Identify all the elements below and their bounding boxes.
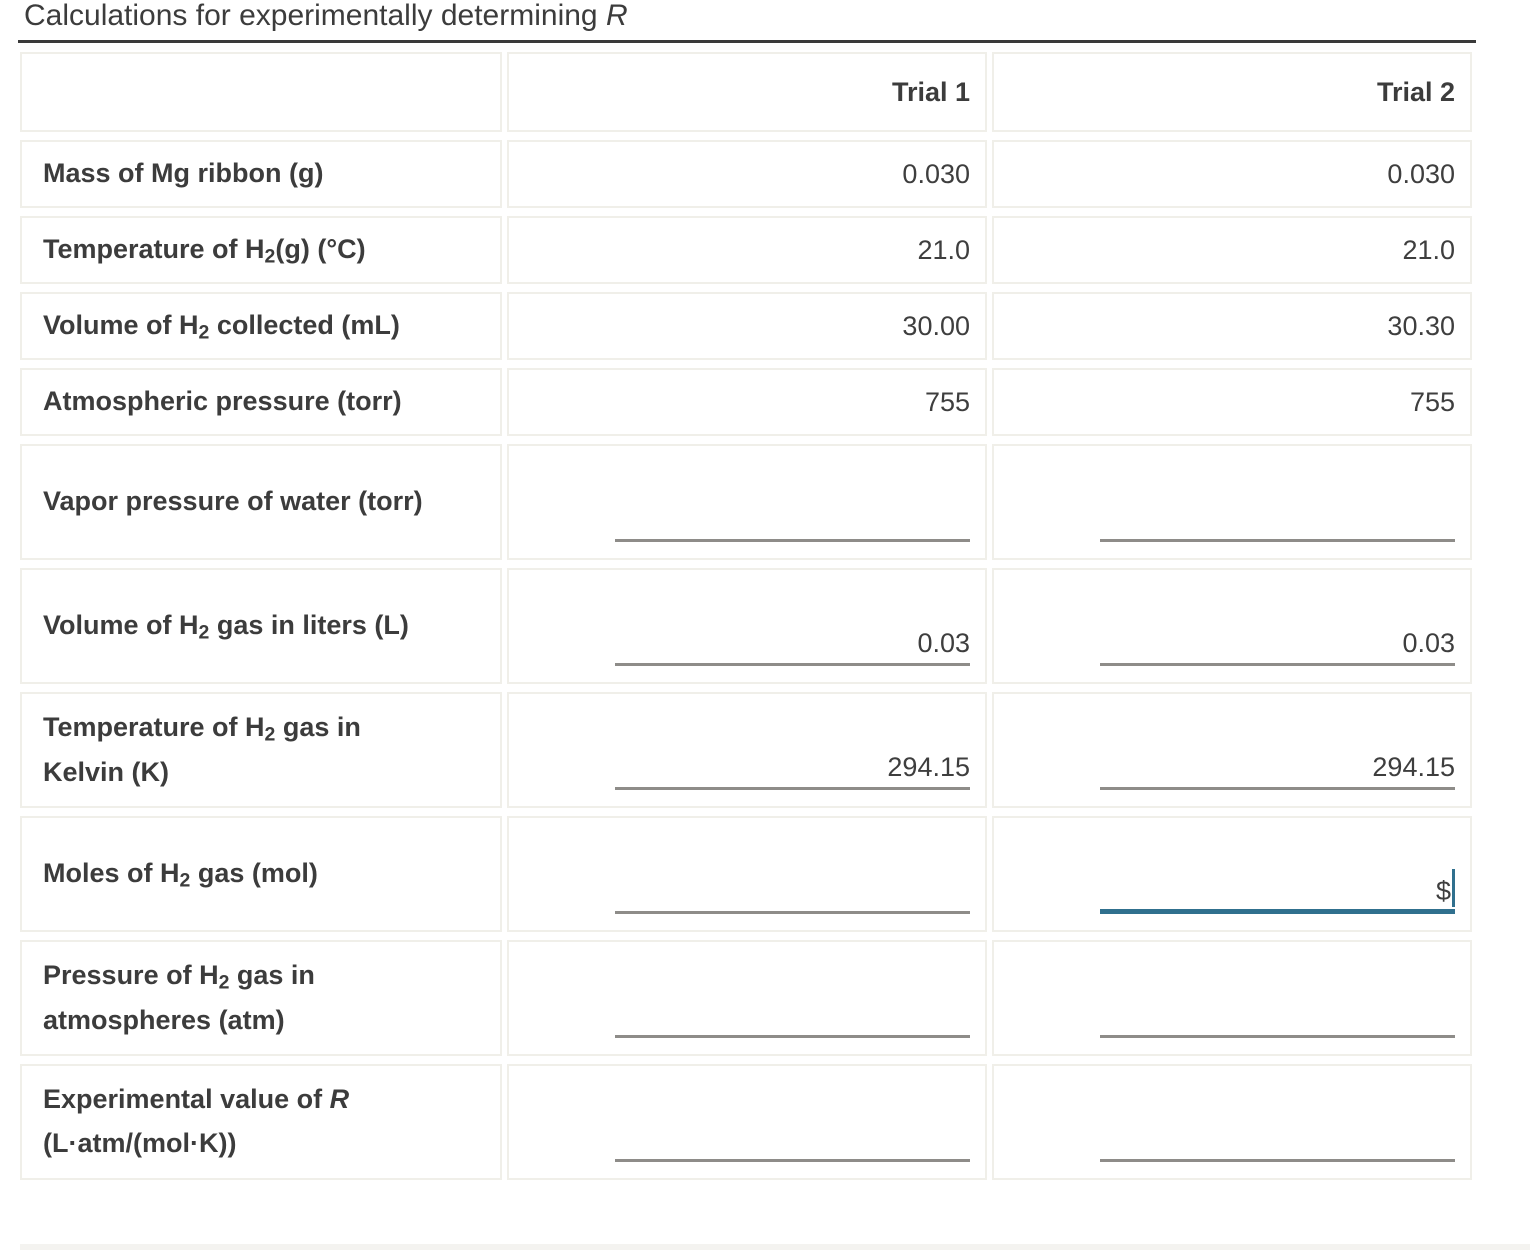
col-header-trial-2: Trial 2 [992,52,1472,132]
mass-of-mg-ribbon-trial-1-value-cell: 0.030 [507,140,987,208]
volume-of-h2-liters-trial-2-input[interactable]: 0.03 [1100,625,1455,666]
trial-2-header-label: Trial 2 [1376,76,1455,107]
row-label-volume-of-h2-collected: Volume of H2 collected (mL) [20,292,502,360]
label-text-segment: 2 [264,244,276,267]
experimental-value-of-r-trial-1-cell [507,1064,987,1180]
row-label-atmospheric-pressure: Atmospheric pressure (torr) [20,368,502,436]
row-label-mass-of-mg-ribbon: Mass of Mg ribbon (g) [20,140,502,208]
label-text-segment: Temperature of H [43,711,265,742]
row-label-temperature-of-h2-celsius: Temperature of H2(g) (°C) [20,216,502,284]
atmospheric-pressure-trial-1-value-cell: 755 [507,368,987,436]
text-cursor [1452,869,1455,907]
trial-1-header-label: Trial 1 [891,76,970,107]
page-title-r-symbol: R [605,0,628,32]
vapor-pressure-of-water-trial-2-cell [992,444,1472,560]
label-text-segment: Moles of H [43,857,180,888]
cell-value: 30.30 [1387,310,1455,341]
label-text-segment: atmospheres (atm) [43,1004,285,1035]
cell-value: 0.030 [902,158,970,189]
volume-of-h2-liters-trial-1-input[interactable]: 0.03 [615,625,970,666]
label-text-segment: Temperature of H [43,233,265,264]
label-text-segment: Pressure of H [43,959,219,990]
volume-of-h2-collected-trial-2-value-cell: 30.30 [992,292,1472,360]
label-text-segment: R [329,1084,350,1115]
label-text-segment: 2 [264,723,276,746]
label-text-segment: Vapor pressure of water (torr) [43,486,423,517]
label-text-segment: gas (mol) [190,857,318,888]
temperature-of-h2-celsius-trial-2-value-cell: 21.0 [992,216,1472,284]
row-label-pressure-of-h2-atm: Pressure of H2 gas in atmospheres (atm) [20,940,502,1056]
input-value: 294.15 [887,752,970,782]
label-text-segment: 2 [198,620,210,643]
row-label-temperature-of-h2-kelvin: Temperature of H2 gas in Kelvin (K) [20,692,502,808]
page-title-text: Calculations for experimentally determin… [24,0,606,32]
experimental-value-of-r-trial-2-input[interactable] [1100,1121,1455,1162]
temperature-of-h2-kelvin-trial-2-input[interactable]: 294.15 [1100,749,1455,790]
label-text-segment: gas in liters (L) [209,609,409,640]
label-text-segment: Atmospheric pressure (torr) [43,386,402,417]
cell-value: 30.00 [902,310,970,341]
cell-value: 755 [1409,386,1455,417]
input-value: 0.03 [1402,628,1455,658]
cell-value: 755 [924,386,970,417]
volume-of-h2-collected-trial-1-value-cell: 30.00 [507,292,987,360]
label-text-segment: Volume of H [43,609,199,640]
vapor-pressure-of-water-trial-2-input[interactable] [1100,501,1455,542]
label-text-segment: 2 [198,320,210,343]
experimental-value-of-r-trial-1-input[interactable] [615,1121,970,1162]
label-text-segment: (g) (°C) [275,233,366,264]
experimental-value-of-r-trial-2-cell [992,1064,1472,1180]
vapor-pressure-of-water-trial-1-input[interactable] [615,501,970,542]
temperature-of-h2-kelvin-trial-2-cell: 294.15 [992,692,1472,808]
temperature-of-h2-celsius-trial-1-value-cell: 21.0 [507,216,987,284]
cell-value: 21.0 [917,234,970,265]
atmospheric-pressure-trial-2-value-cell: 755 [992,368,1472,436]
page-title: Calculations for experimentally determin… [24,0,628,36]
label-text-segment: gas in [229,959,315,990]
label-text-segment: Volume of H [43,309,199,340]
title-underline-rule [18,40,1476,43]
row-label-volume-of-h2-liters: Volume of H2 gas in liters (L) [20,568,502,684]
temperature-of-h2-kelvin-trial-1-cell: 294.15 [507,692,987,808]
cell-value: 0.030 [1387,158,1455,189]
pressure-of-h2-atm-trial-2-input[interactable] [1100,997,1455,1038]
temperature-of-h2-kelvin-trial-1-input[interactable]: 294.15 [615,749,970,790]
input-value: 294.15 [1372,752,1455,782]
pressure-of-h2-atm-trial-2-cell [992,940,1472,1056]
mass-of-mg-ribbon-trial-2-value-cell: 0.030 [992,140,1472,208]
moles-of-h2-gas-trial-2-cell: $ [992,816,1472,932]
calc-table: Trial 1 Trial 2 Mass of Mg ribbon (g) 0.0… [20,52,1472,1180]
moles-of-h2-gas-trial-2-input[interactable]: $ [1100,869,1455,914]
cell-value: 21.0 [1402,234,1455,265]
row-label-experimental-value-of-r: Experimental value of R (L·atm/(mol·K)) [20,1064,502,1180]
label-text-segment: collected (mL) [209,309,400,340]
col-header-trial-1: Trial 1 [507,52,987,132]
label-text-segment: 2 [218,971,230,994]
pressure-of-h2-atm-trial-1-cell [507,940,987,1056]
row-label-vapor-pressure-of-water: Vapor pressure of water (torr) [20,444,502,560]
moles-of-h2-gas-trial-1-cell [507,816,987,932]
page-bottom-divider [20,1244,1530,1250]
volume-of-h2-liters-trial-1-cell: 0.03 [507,568,987,684]
table-corner-cell [20,52,502,132]
input-value: 0.03 [917,628,970,658]
label-text-segment: Kelvin (K) [43,756,170,787]
label-text-segment: gas in [275,711,361,742]
label-text-segment: (L·atm/(mol·K)) [43,1128,237,1158]
pressure-of-h2-atm-trial-1-input[interactable] [615,997,970,1038]
label-text-segment: Experimental value of [43,1084,330,1115]
input-value: $ [1435,876,1451,906]
vapor-pressure-of-water-trial-1-cell [507,444,987,560]
label-text-segment: 2 [179,868,191,891]
moles-of-h2-gas-trial-1-input[interactable] [615,873,970,914]
row-label-moles-of-h2-gas: Moles of H2 gas (mol) [20,816,502,932]
label-text-segment: Mass of Mg ribbon (g) [43,158,324,189]
volume-of-h2-liters-trial-2-cell: 0.03 [992,568,1472,684]
